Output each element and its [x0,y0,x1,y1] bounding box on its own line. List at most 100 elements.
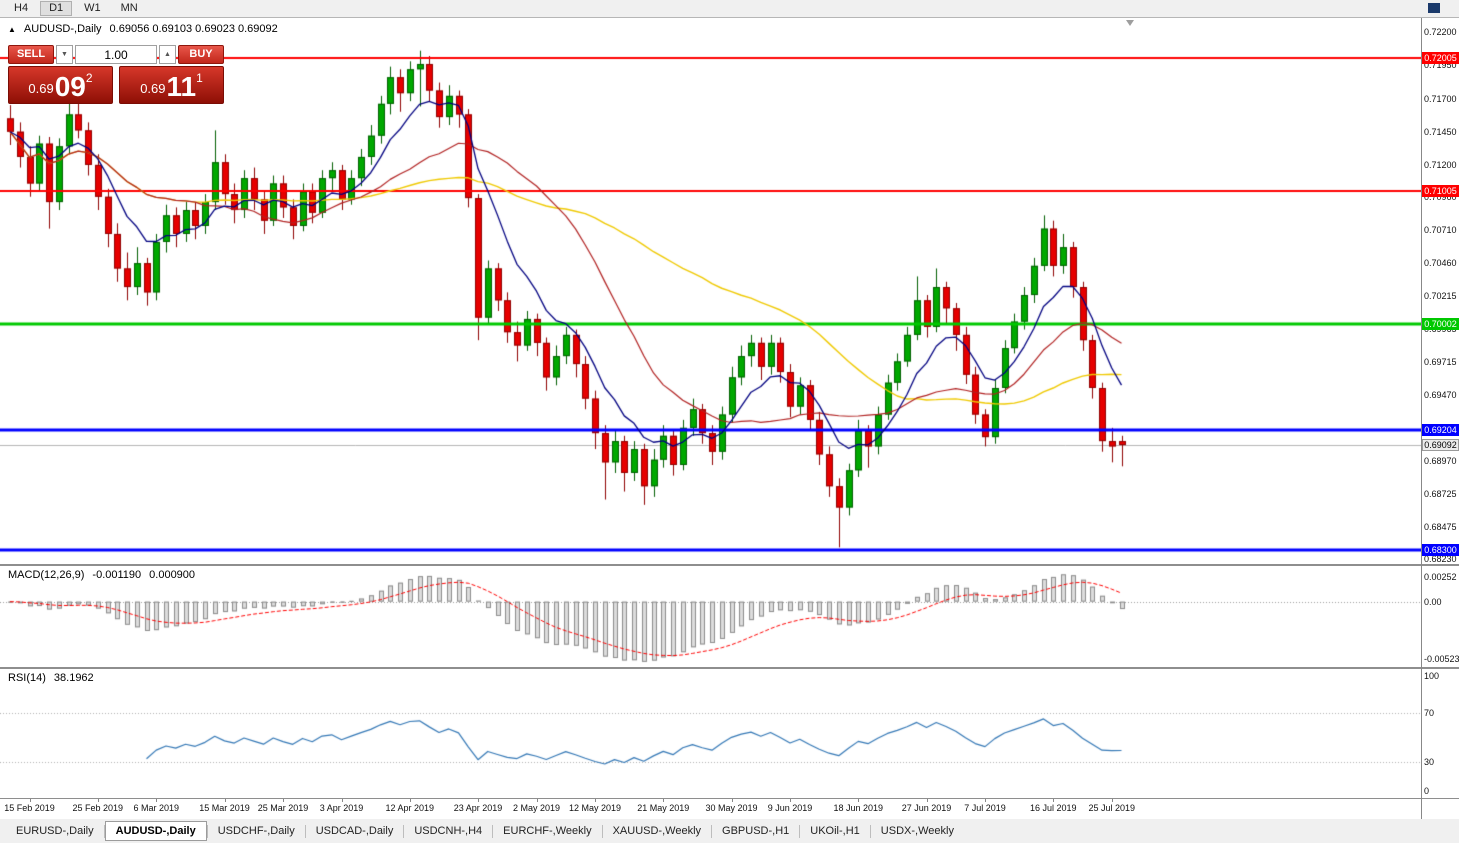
time-axis-label: 18 Jun 2019 [833,803,884,813]
macd-axis-label: 0.00 [1424,597,1442,607]
time-axis-label: 3 Apr 2019 [319,803,364,813]
chart-tab-xauusd[interactable]: XAUUSD-,Weekly [612,825,702,837]
price-axis-label: 0.71200 [1424,159,1457,170]
time-axis-tick [858,799,859,802]
chart-tab-eurchf[interactable]: EURCHF-,Weekly [503,825,592,837]
time-axis-label: 21 May 2019 [637,803,690,813]
macd-name: MACD(12,26,9) [8,569,85,581]
time-axis-label: 12 May 2019 [568,803,622,813]
chevron-up-icon: ▲ [164,51,171,58]
time-axis-label: 15 Mar 2019 [199,803,250,813]
price-axis-label: 0.71700 [1424,93,1457,104]
price-axis-label: 0.71950 [1424,60,1457,71]
time-axis-label: 7 Jul 2019 [964,803,1006,813]
tab-separator [869,824,871,838]
price-axis[interactable]: 0.722000.719500.717000.714500.712000.709… [1422,18,1459,819]
chart-symbol-period: AUDUSD-,Daily [23,23,102,35]
price-axis-label: 0.69715 [1424,357,1457,368]
time-axis-label: 25 Jul 2019 [1088,803,1136,813]
timeframe-button-mn[interactable]: MN [120,2,138,14]
chart-tab-gbpusd[interactable]: GBPUSD-,H1 [722,825,790,837]
volume-input[interactable] [75,45,157,64]
macd-indicator-canvas[interactable] [0,566,1421,667]
rsi-axis-label: 100 [1424,671,1440,681]
time-axis-tick [156,799,157,802]
rsi-axis-label: 70 [1424,708,1435,718]
chart-ohlc-values: 0.69056 0.69103 0.69023 0.69092 [109,23,278,35]
chart-tab-usdx[interactable]: USDX-,Weekly [880,825,954,837]
price-axis-label: 0.70460 [1424,258,1457,269]
timeframe-button-d1[interactable]: D1 [40,1,73,16]
one-click-trading-panel: SELL ▼ ▲ BUY 0.69 09 2 0.69 11 1 [8,45,224,104]
time-axis-tick [537,799,538,802]
chart-shift-marker[interactable] [1126,20,1134,26]
volume-decrease-button[interactable]: ▼ [56,45,73,64]
price-chart-canvas[interactable] [0,18,1421,564]
sell-price-display[interactable]: 0.69 09 2 [8,66,113,104]
rsi-indicator-label: RSI(14) 38.1962 [8,672,94,684]
time-axis-label: 2 May 2019 [512,803,561,813]
window-menu-icon[interactable] [1428,3,1440,13]
level-price-badge: 0.70002 [1422,317,1459,330]
macd-axis-label: -0.00523 [1424,654,1459,664]
timeframe-button-h4[interactable]: H4 [14,2,29,14]
volume-increase-button[interactable]: ▲ [159,45,176,64]
time-axis[interactable]: 15 Feb 2019 25 Feb 2019 6 Mar 2019 15 Mar 2… [0,799,1421,819]
sell-button[interactable]: SELL [8,45,54,64]
pane-separator[interactable] [0,564,1459,566]
macd-signal-value: 0.000900 [149,569,196,581]
chart-tab-ukoil[interactable]: UKOil-,H1 [810,825,860,837]
price-axis-label: 0.72200 [1424,27,1457,38]
time-axis-label: 30 May 2019 [705,803,758,813]
tab-separator [206,824,208,838]
time-axis-tick [225,799,226,802]
chart-tab-usdcad[interactable]: USDCAD-,Daily [315,825,394,837]
time-axis-tick [98,799,99,802]
time-axis-label: 25 Mar 2019 [257,803,309,813]
price-axis-label: 0.70710 [1424,224,1457,235]
symbol-triangle-icon: ▲ [8,24,16,34]
tab-separator [492,824,494,838]
sell-price-pips: 09 [54,71,86,102]
tab-separator [601,824,603,838]
timeframe-toolbar: H4 D1 W1 MN [0,0,1459,17]
price-axis-label: 0.68230 [1424,554,1457,565]
time-axis-label: 6 Mar 2019 [133,803,180,813]
tab-separator [403,824,405,838]
time-axis-tick [595,799,596,802]
price-axis-label: 0.71450 [1424,126,1457,137]
chart-tab-eurusd[interactable]: EURUSD-,Daily [16,825,94,837]
chart-tab-audusd[interactable]: AUDUSD-,Daily [104,821,207,841]
time-axis-tick [478,799,479,802]
buy-price-prefix: 0.69 [140,81,166,96]
macd-indicator-label: MACD(12,26,9) -0.001190 0.000900 [8,569,195,581]
chart-title: ▲ AUDUSD-,Daily 0.69056 0.69103 0.69023 … [8,23,278,35]
price-axis-label: 0.68475 [1424,521,1457,532]
price-axis-label: 0.68970 [1424,456,1457,467]
chart-tabs-bar: EURUSD-,Daily AUDUSD-,Daily USDCHF-,Daily U… [0,819,1459,843]
buy-price-display[interactable]: 0.69 11 1 [119,66,224,104]
rsi-indicator-canvas[interactable] [0,669,1421,798]
price-axis-label: 0.68725 [1424,488,1457,499]
chart-window: ▲ AUDUSD-,Daily 0.69056 0.69103 0.69023 … [0,17,1459,820]
time-axis-label: 27 Jun 2019 [901,803,952,813]
time-axis-tick [985,799,986,802]
pane-separator[interactable] [0,798,1459,799]
buy-button[interactable]: BUY [178,45,224,64]
chevron-down-icon: ▼ [61,51,68,58]
chart-tab-usdchf[interactable]: USDCHF-,Daily [217,825,295,837]
time-axis-label: 23 Apr 2019 [453,803,503,813]
sell-price-point: 2 [85,71,93,85]
rsi-name: RSI(14) [8,672,46,684]
time-axis-tick [342,799,343,802]
pane-separator[interactable] [0,667,1459,669]
time-axis-tick [410,799,411,802]
time-axis-tick [927,799,928,802]
time-axis-label: 9 Jun 2019 [767,803,813,813]
timeframe-button-w1[interactable]: W1 [84,2,101,14]
macd-main-value: -0.001190 [92,569,142,581]
chart-tab-usdcnh[interactable]: USDCNH-,H4 [414,825,483,837]
price-axis-divider [1421,18,1422,819]
buy-price-pips: 11 [166,71,197,102]
time-axis-tick [663,799,664,802]
